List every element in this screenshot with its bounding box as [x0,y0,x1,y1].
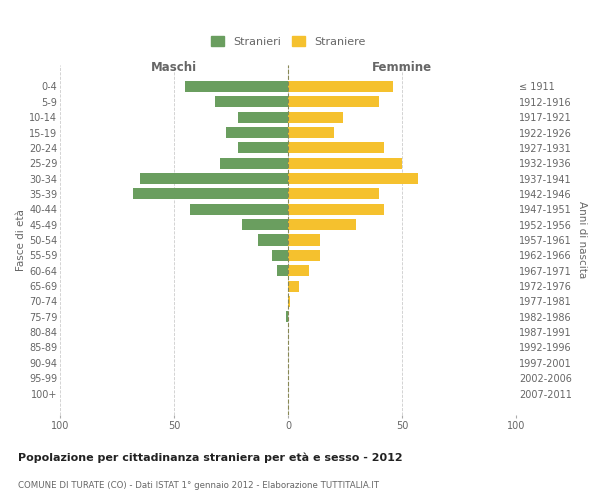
Bar [286,312,288,322]
Bar [288,173,418,184]
Bar [226,127,288,138]
Text: COMUNE DI TURATE (CO) - Dati ISTAT 1° gennaio 2012 - Elaborazione TUTTITALIA.IT: COMUNE DI TURATE (CO) - Dati ISTAT 1° ge… [18,481,379,490]
Bar [288,296,290,307]
Text: Femmine: Femmine [372,61,432,74]
Bar [288,142,384,154]
Bar [259,234,288,246]
Bar [272,250,288,261]
Bar [190,204,288,215]
Y-axis label: Fasce di età: Fasce di età [16,209,26,271]
Bar [288,265,308,276]
Bar [242,219,288,230]
Bar [238,112,288,122]
Bar [288,204,384,215]
Bar [288,234,320,246]
Y-axis label: Anni di nascita: Anni di nascita [577,202,587,278]
Bar [288,96,379,108]
Bar [185,81,288,92]
Bar [288,127,334,138]
Bar [277,265,288,276]
Bar [288,81,393,92]
Bar [215,96,288,108]
Bar [288,188,379,200]
Text: Maschi: Maschi [151,61,197,74]
Bar [288,250,320,261]
Bar [238,142,288,154]
Bar [288,158,402,168]
Bar [140,173,288,184]
Bar [288,219,356,230]
Bar [220,158,288,168]
Bar [133,188,288,200]
Bar [288,112,343,122]
Legend: Stranieri, Straniere: Stranieri, Straniere [206,32,370,52]
Text: Popolazione per cittadinanza straniera per età e sesso - 2012: Popolazione per cittadinanza straniera p… [18,452,403,463]
Bar [288,280,299,291]
